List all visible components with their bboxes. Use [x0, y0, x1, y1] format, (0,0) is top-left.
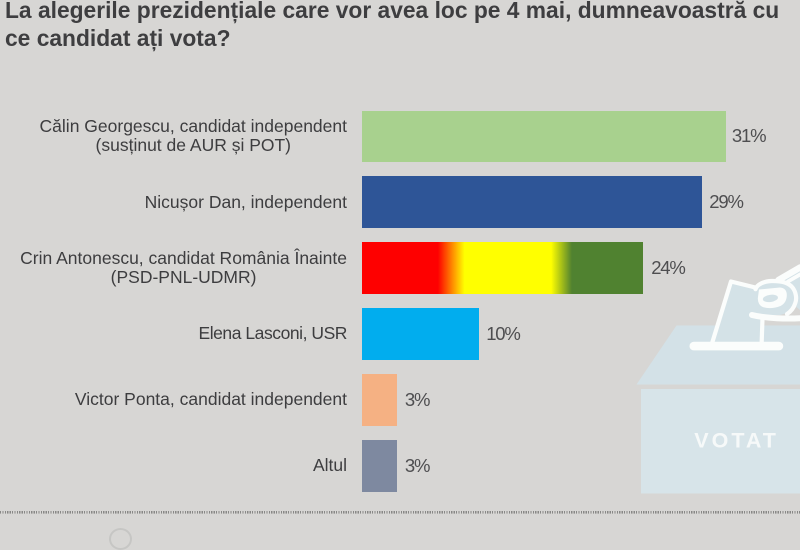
svg-text:VOTAT: VOTAT — [694, 428, 779, 452]
